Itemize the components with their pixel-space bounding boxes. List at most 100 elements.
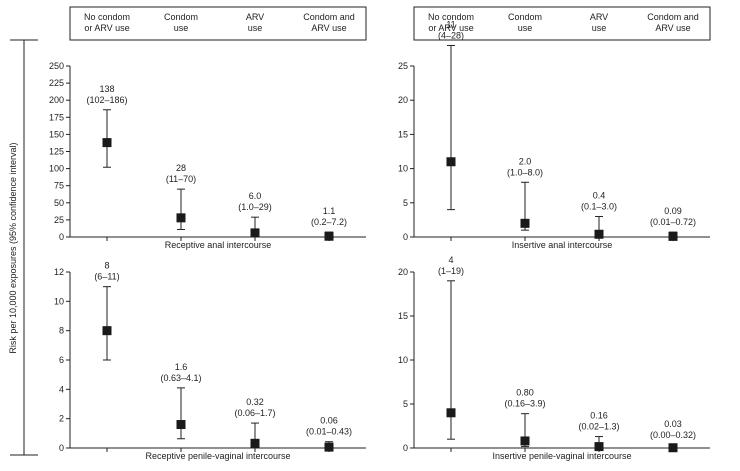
- y-axis-title: Risk per 10,000 exposures (95% confidenc…: [8, 142, 18, 353]
- ci-label: (0.01–0.72): [650, 217, 696, 227]
- ci-label: (0.00–0.32): [650, 430, 696, 440]
- data-point: [250, 438, 260, 448]
- header-box-left: [69, 6, 367, 41]
- value-label: 1.1: [323, 206, 336, 216]
- value-label: 0.16: [590, 411, 608, 421]
- ci-label: (0.2–7.2): [311, 217, 347, 227]
- y-tick-label: 15: [398, 311, 408, 321]
- data-point: [594, 229, 604, 239]
- ci-label: (1.0–8.0): [507, 167, 543, 177]
- data-point: [446, 157, 456, 167]
- value-label: 1.6: [175, 362, 188, 372]
- header-label-left-0: No condom or ARV use: [84, 12, 130, 33]
- value-label: 0.09: [664, 206, 682, 216]
- header-label-right-2: ARV use: [590, 12, 608, 33]
- y-tick-label: 225: [49, 78, 64, 88]
- y-tick-label: 50: [54, 198, 64, 208]
- y-bracket: [10, 39, 38, 456]
- value-label: 0.06: [320, 416, 338, 426]
- ci-label: (4–28): [438, 30, 464, 40]
- value-label: 2.0: [519, 156, 532, 166]
- panel-3: 0 5 10 15 20 Insertive penile-vaginal interco…: [398, 255, 710, 461]
- value-label: 28: [176, 163, 186, 173]
- panel-1: 0 5 10 15 20 25 Insertive anal intercourse 11(4…: [398, 19, 710, 250]
- header-label-left-3: Condom and ARV use: [303, 12, 355, 33]
- y-tick-label: 20: [398, 95, 408, 105]
- value-label: 6.0: [249, 191, 262, 201]
- ci-label: (1–19): [438, 266, 464, 276]
- y-tick-label: 0: [403, 443, 408, 453]
- header-label-left-1: Condom use: [164, 12, 198, 33]
- value-label: 0.4: [593, 190, 606, 200]
- y-tick-label: 4: [59, 384, 64, 394]
- y-tick-label: 6: [59, 355, 64, 365]
- ci-label: (0.1–3.0): [581, 201, 617, 211]
- y-tick-label: 10: [398, 164, 408, 174]
- ci-label: (0.06–1.7): [234, 408, 275, 418]
- data-point: [594, 442, 604, 452]
- header-label-left-2: ARV use: [246, 12, 264, 33]
- y-tick-label: 250: [49, 61, 64, 71]
- value-label: 0.03: [664, 419, 682, 429]
- data-point: [176, 420, 186, 430]
- y-tick-label: 15: [398, 129, 408, 139]
- column-headers: No condom or ARV use Condom use ARV use Condom…: [69, 6, 711, 41]
- panel-0: 0 25 50 75 100 125 150 175 200 225 250 Receptive an…: [49, 61, 366, 250]
- header-label-right-1: Condom use: [508, 12, 542, 33]
- value-label: 0.32: [246, 397, 264, 407]
- data-point: [102, 138, 112, 148]
- ci-label: (6–11): [94, 272, 119, 282]
- ci-label: (102–186): [86, 95, 127, 105]
- y-tick-label: 100: [49, 164, 64, 174]
- y-tick-label: 5: [403, 198, 408, 208]
- data-point: [324, 231, 334, 241]
- header-label-right-0: No condom or ARV use: [428, 12, 474, 33]
- y-tick-label: 75: [54, 181, 64, 191]
- data-point: [102, 326, 112, 336]
- y-tick-label: 10: [54, 296, 64, 306]
- y-tick-label: 125: [49, 147, 64, 157]
- y-tick-label: 0: [59, 232, 64, 242]
- y-tick-label: 20: [398, 267, 408, 277]
- y-tick-label: 150: [49, 129, 64, 139]
- x-axis-title: Insertive anal intercourse: [512, 240, 613, 250]
- y-tick-label: 5: [403, 399, 408, 409]
- x-axis-title: Insertive penile-vaginal intercourse: [492, 451, 631, 461]
- ci-label: (0.02–1.3): [578, 422, 619, 432]
- panel-2: 0 2 4 6 8 10 12 Receptive penile-vaginal interc…: [54, 261, 366, 461]
- y-tick-label: 25: [398, 61, 408, 71]
- data-point: [446, 408, 456, 418]
- value-label: 4: [448, 255, 453, 265]
- y-tick-label: 2: [59, 414, 64, 424]
- value-label: 0.80: [516, 388, 534, 398]
- ci-label: (0.16–3.9): [504, 399, 545, 409]
- data-point: [520, 218, 530, 228]
- ci-label: (0.63–4.1): [160, 373, 201, 383]
- y-tick-label: 10: [398, 355, 408, 365]
- y-tick-label: 12: [54, 267, 64, 277]
- header-label-right-3: Condom and ARV use: [647, 12, 699, 33]
- data-point: [668, 443, 678, 453]
- ci-label: (11–70): [166, 174, 196, 184]
- ci-label: (0.01–0.43): [306, 427, 352, 437]
- ci-label: (1.0–29): [238, 202, 272, 212]
- data-point: [520, 436, 530, 446]
- x-axis-title: Receptive penile-vaginal intercourse: [145, 451, 290, 461]
- data-point: [176, 213, 186, 223]
- y-tick-label: 0: [59, 443, 64, 453]
- y-tick-label: 200: [49, 95, 64, 105]
- data-point: [324, 442, 334, 452]
- value-label: 138: [99, 84, 114, 94]
- y-tick-label: 8: [59, 326, 64, 336]
- y-tick-label: 25: [54, 215, 64, 225]
- data-point: [250, 228, 260, 238]
- value-label: 8: [104, 261, 109, 271]
- value-label: 11: [446, 19, 455, 29]
- header-box-right: [413, 6, 711, 41]
- x-axis-title: Receptive anal intercourse: [165, 240, 272, 250]
- data-point: [668, 231, 678, 241]
- y-tick-label: 0: [403, 232, 408, 242]
- y-tick-label: 175: [49, 112, 64, 122]
